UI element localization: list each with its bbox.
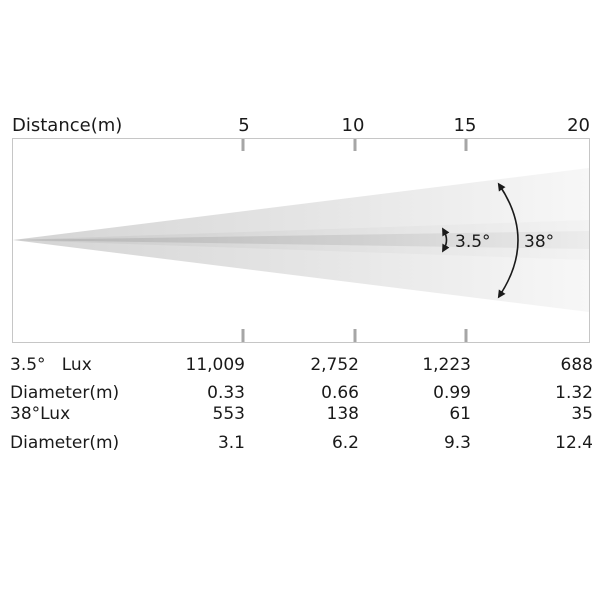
cell-value: 1,223 bbox=[422, 355, 471, 375]
row-narrow-lux: 3.5° Lux 11,009 2,752 1,223 688 bbox=[10, 355, 593, 375]
cell-value: 0.33 bbox=[207, 383, 245, 403]
data-table: 3.5° Lux 11,009 2,752 1,223 688 Diameter… bbox=[10, 355, 593, 453]
cell-value: 6.2 bbox=[332, 433, 359, 453]
cell-value: 61 bbox=[449, 404, 471, 424]
distance-tick-label-5: 5 bbox=[238, 115, 249, 136]
narrow-angle-label: 3.5° bbox=[455, 232, 491, 252]
narrow-angle-arrow bbox=[442, 227, 450, 253]
wide-angle-arrow bbox=[497, 182, 519, 299]
cell-value: 138 bbox=[327, 404, 359, 424]
cell-value: 553 bbox=[213, 404, 245, 424]
distance-tick-label-10: 10 bbox=[342, 115, 365, 136]
cell-value: 0.66 bbox=[321, 383, 359, 403]
row-label: 38°Lux bbox=[10, 404, 70, 424]
distance-axis-label: Distance(m) bbox=[12, 115, 122, 136]
cell-value: 3.1 bbox=[218, 433, 245, 453]
row-narrow-diameter: Diameter(m) 0.33 0.66 0.99 1.32 bbox=[10, 383, 593, 403]
cell-value: 688 bbox=[561, 355, 593, 375]
distance-tick-label-20: 20 bbox=[567, 115, 590, 136]
cell-value: 9.3 bbox=[444, 433, 471, 453]
wide-angle-label: 38° bbox=[524, 232, 554, 252]
row-label: 3.5° Lux bbox=[10, 355, 92, 375]
bottom-tick-marks bbox=[241, 329, 468, 342]
row-wide-lux: 38°Lux 553 138 61 35 bbox=[10, 404, 593, 424]
row-wide-diameter: Diameter(m) 3.1 6.2 9.3 12.4 bbox=[10, 433, 593, 453]
cell-value: 2,752 bbox=[310, 355, 359, 375]
top-tick-marks bbox=[241, 139, 468, 151]
distance-tick-label-15: 15 bbox=[454, 115, 477, 136]
row-label: Diameter(m) bbox=[10, 383, 119, 403]
cell-value: 0.99 bbox=[433, 383, 471, 403]
cell-value: 35 bbox=[571, 404, 593, 424]
row-label: Diameter(m) bbox=[10, 433, 119, 453]
cell-value: 12.4 bbox=[555, 433, 593, 453]
cell-value: 1.32 bbox=[555, 383, 593, 403]
cell-value: 11,009 bbox=[186, 355, 245, 375]
